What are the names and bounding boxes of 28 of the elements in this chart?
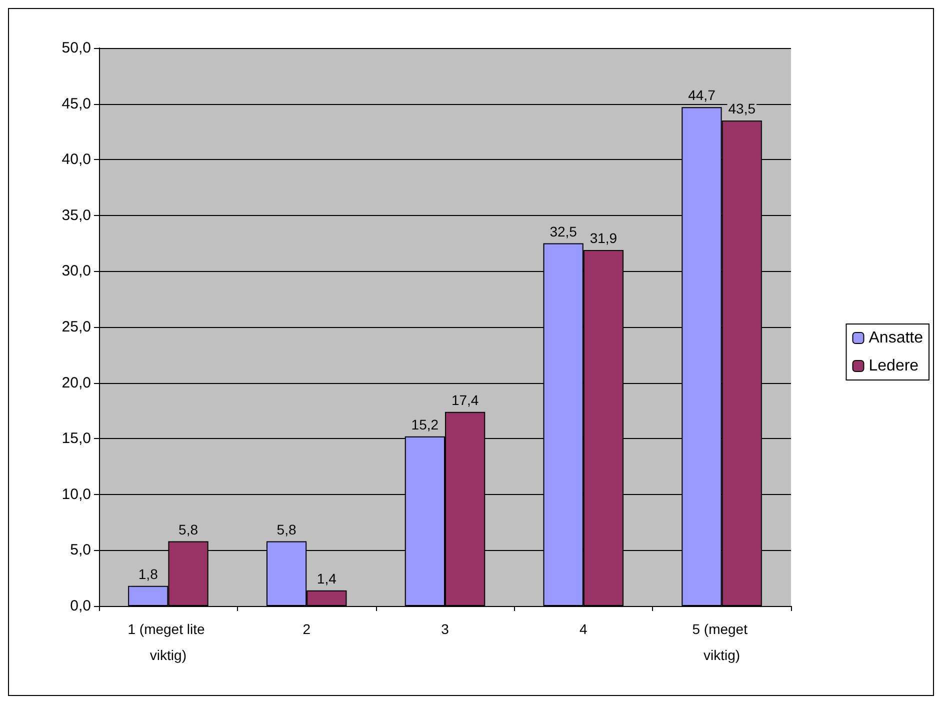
x-tick-label: 3 [441,621,450,637]
data-label: 5,8 [178,521,198,538]
y-tick-label: 5,0 [70,542,91,559]
data-label: 44,7 [688,87,716,104]
y-tick-label: 35,0 [62,206,91,224]
data-label: 1,4 [316,570,337,586]
y-tick-label: 20,0 [62,374,91,392]
x-tick-label: 4 [580,621,588,637]
x-tick-label: 2 [302,621,311,637]
y-tick-label: 15,0 [62,430,91,448]
y-tick-label: 40,0 [62,151,91,168]
data-label: 15,2 [411,416,439,432]
data-label: 43,5 [728,100,756,117]
data-label: 31,9 [590,230,618,246]
data-label: 32,5 [550,223,578,240]
x-tick-label: 1 (meget lite viktig) [128,621,209,663]
y-tick-label: 0,0 [70,598,91,614]
data-label: 1,8 [138,566,158,582]
y-tick-label: 45,0 [62,95,91,112]
legend-label: Ledere [868,358,919,374]
legend-label: Ansatte [868,330,924,346]
y-tick-label: 30,0 [62,262,91,280]
data-label: 5,8 [276,521,296,538]
data-label: 17,4 [451,392,479,408]
y-tick-label: 50,0 [62,40,91,56]
y-tick-label: 10,0 [62,486,91,503]
x-tick-label: 5 (meget viktig) [692,621,752,663]
y-tick-label: 25,0 [62,318,91,336]
